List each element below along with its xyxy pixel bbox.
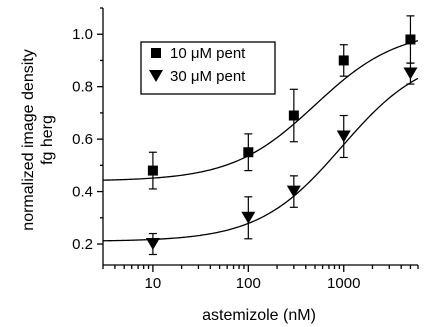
y-tick-label: 0.8 [72, 79, 93, 96]
data-point-triangle [403, 67, 418, 80]
x-tick-label: 10 [145, 275, 162, 292]
legend: 10 μM pent 30 μM pent [140, 41, 276, 95]
data-point-square [288, 110, 299, 121]
x-tick-label: 100 [236, 275, 261, 292]
axes: 0.2 0.4 0.6 0.8 1.0 10 100 1000 [72, 7, 419, 292]
legend-label-30um: 30 μM pent [170, 68, 246, 85]
legend-label-10um: 10 μM pent [170, 45, 246, 62]
x-tick-label: 1000 [327, 275, 360, 292]
data-point-square [405, 34, 416, 45]
data-point-square [338, 55, 349, 66]
data-point-square [147, 165, 158, 176]
y-tick-label: 0.2 [72, 236, 93, 253]
y-axis-title: normalized image density fg herg [20, 49, 56, 230]
y-axis-title-line1: normalized image density [20, 49, 37, 230]
legend-marker-triangle [149, 70, 163, 82]
x-axis-title: astemizole (nM) [202, 307, 316, 324]
data-point-triangle [336, 130, 351, 143]
y-axis-title-line2: fg herg [39, 115, 56, 165]
fit-curve-series-2 [102, 77, 419, 242]
fit-curve-series-1 [102, 40, 419, 181]
data-point-triangle [145, 238, 160, 251]
data-point-triangle [286, 185, 301, 198]
y-tick-label: 0.6 [72, 131, 93, 148]
data-point-triangle [241, 211, 256, 224]
data-point-square [243, 147, 254, 158]
legend-box [140, 41, 276, 95]
y-tick-label: 0.4 [72, 184, 93, 201]
y-tick-label: 1.0 [72, 26, 93, 43]
data-points [145, 15, 418, 256]
legend-marker-square [151, 48, 161, 58]
